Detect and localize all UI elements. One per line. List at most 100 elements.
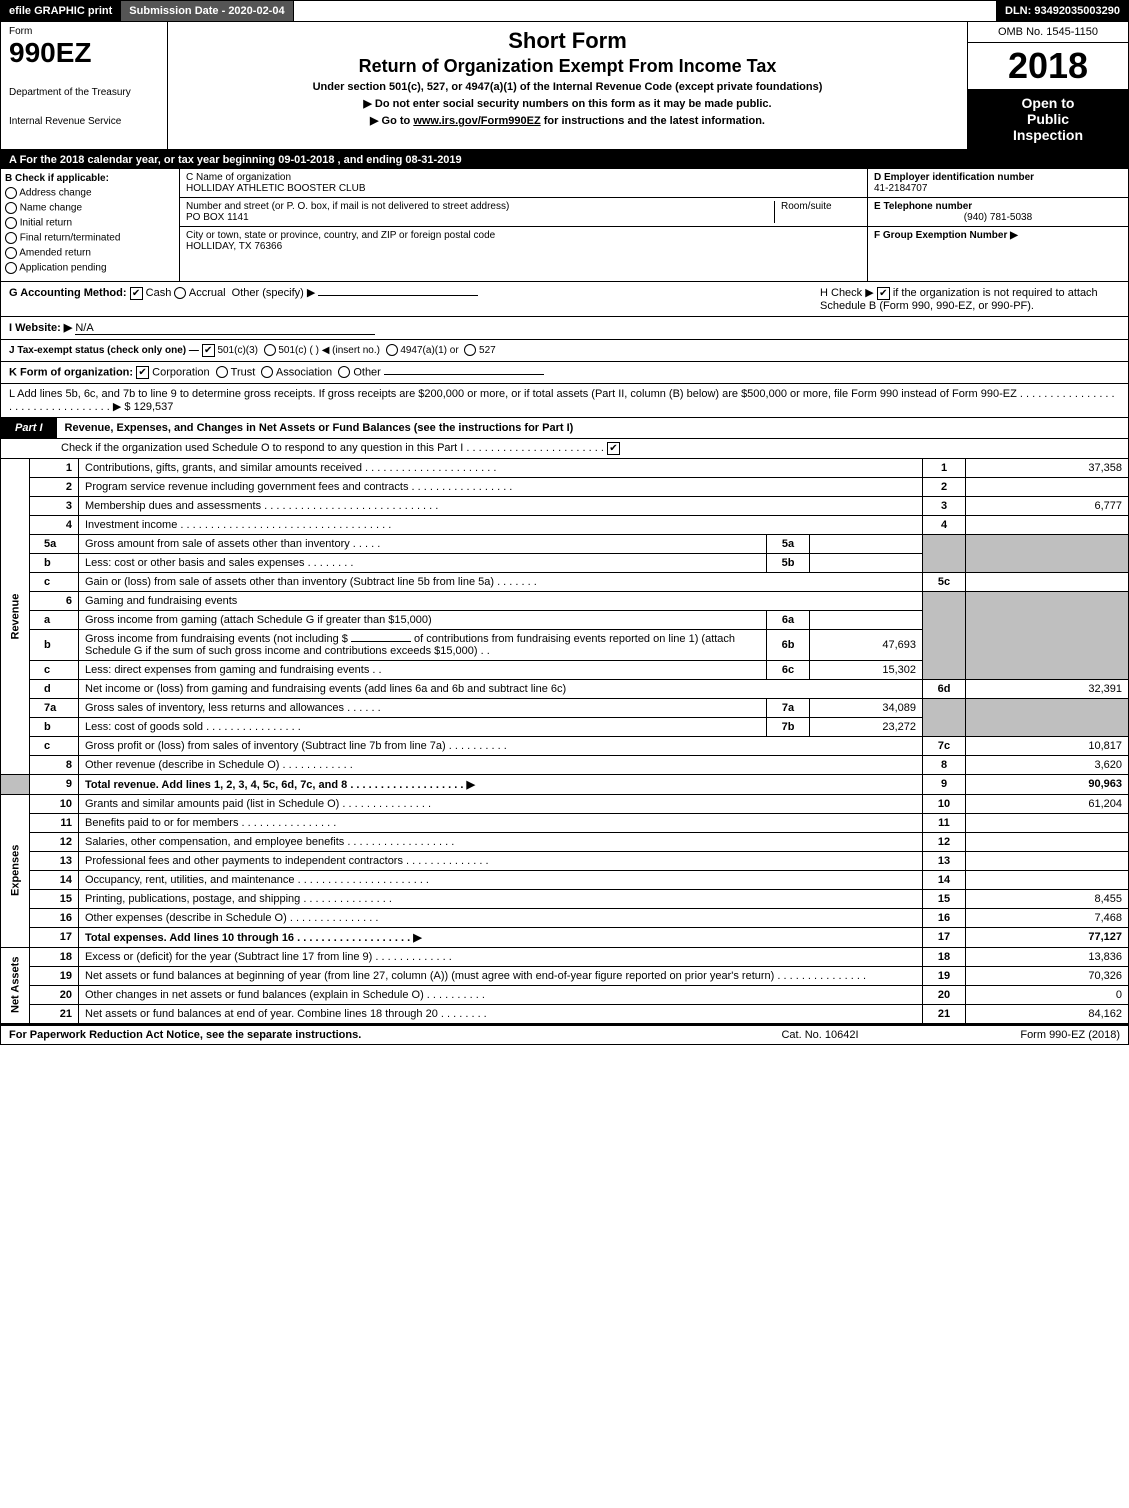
row-4-desc: Investment income . . . . . . . . . . . … [79,515,923,534]
org-addr-label: Number and street (or P. O. box, if mail… [186,201,774,212]
row-6b-amount-input[interactable] [351,641,411,642]
chk-accrual[interactable] [174,287,186,299]
row-6d-desc: Net income or (loss) from gaming and fun… [79,679,923,698]
org-addr-row: Number and street (or P. O. box, if mail… [180,198,867,227]
row-8-val: 3,620 [966,755,1129,774]
period-label: A For the 2018 calendar year, or tax yea… [9,154,278,166]
insp-line3: Inspection [974,127,1122,143]
row-9-desc: Total revenue. Add lines 1, 2, 3, 4, 5c,… [79,774,923,794]
note-goto: ▶ Go to www.irs.gov/Form990EZ for instru… [176,114,959,127]
other-org-input[interactable] [384,374,544,375]
irs-label: Internal Revenue Service [9,116,159,127]
chk-cash[interactable]: ✔ [130,287,143,300]
row-11: 11 Benefits paid to or for members . . .… [1,813,1129,832]
phone-label: E Telephone number [874,201,1122,212]
irs-link[interactable]: www.irs.gov/Form990EZ [413,115,540,127]
note-goto-prefix: ▶ Go to [370,115,413,127]
chk-4947[interactable] [386,344,398,356]
footer-center: Cat. No. 10642I [720,1029,920,1041]
insp-line2: Public [974,111,1122,127]
row-14: 14 Occupancy, rent, utilities, and maint… [1,870,1129,889]
row-3-rnum: 3 [923,496,966,515]
row-16: 16 Other expenses (describe in Schedule … [1,908,1129,927]
row-19-desc: Net assets or fund balances at beginning… [79,966,923,985]
row-13-rnum: 13 [923,851,966,870]
row-20-num: 20 [30,985,79,1004]
efile-print-label[interactable]: efile GRAPHIC print [1,1,121,21]
chk-cash-label: Cash [146,287,172,299]
row-5b-num: b [30,553,79,572]
row-8: 8 Other revenue (describe in Schedule O)… [1,755,1129,774]
row-3-desc: Membership dues and assessments . . . . … [79,496,923,515]
line-l-text: L Add lines 5b, 6c, and 7b to line 9 to … [9,388,1115,413]
row-9: 9 Total revenue. Add lines 1, 2, 3, 4, 5… [1,774,1129,794]
open-public-inspection: Open to Public Inspection [968,89,1128,149]
row-13-num: 13 [30,851,79,870]
chk-final-return[interactable]: Final return/terminated [5,232,175,244]
row-5c-rnum: 5c [923,572,966,591]
line-k-label: K Form of organization: [9,366,133,378]
row-15-rnum: 15 [923,889,966,908]
row-6c-mn: 6c [767,660,810,679]
chk-application-pending[interactable]: Application pending [5,262,175,274]
part1-check-text: Check if the organization used Schedule … [61,442,604,455]
chk-corporation[interactable]: ✔ [136,366,149,379]
website-value: N/A [75,322,375,335]
row-6d-num: d [30,679,79,698]
line-j: J Tax-exempt status (check only one) — ✔… [0,340,1129,362]
line-k: K Form of organization: ✔ Corporation Tr… [0,362,1129,384]
header-left: Form 990EZ Department of the Treasury In… [1,22,168,149]
row-5b-desc: Less: cost or other basis and sales expe… [79,553,767,572]
row-6a-mn: 6a [767,610,810,629]
form-number: 990EZ [9,37,159,69]
row-6a-mv [810,610,923,629]
chk-amended-return[interactable]: Amended return [5,247,175,259]
row-5c-val [966,572,1129,591]
note-goto-suffix: for instructions and the latest informat… [541,115,765,127]
row-5a-mv [810,534,923,553]
chk-other-org[interactable] [338,366,350,378]
row-1-rnum: 1 [923,459,966,478]
row-7a-num: 7a [30,698,79,717]
chk-corporation-label: Corporation [152,366,209,378]
row-3-num: 3 [30,496,79,515]
chk-501c3[interactable]: ✔ [202,344,215,357]
row-7c-num: c [30,736,79,755]
row-10-val: 61,204 [966,794,1129,813]
chk-address-change[interactable]: Address change [5,187,175,199]
chk-amended-return-label: Amended return [19,248,91,259]
chk-schedule-o[interactable]: ✔ [607,442,620,455]
chk-initial-return-label: Initial return [20,218,72,229]
other-specify-input[interactable] [318,295,478,296]
row-5a: 5a Gross amount from sale of assets othe… [1,534,1129,553]
chk-name-change[interactable]: Name change [5,202,175,214]
chk-trust[interactable] [216,366,228,378]
chk-501c[interactable] [264,344,276,356]
chk-4947-label: 4947(a)(1) or [400,345,458,356]
title-main: Return of Organization Exempt From Incom… [176,56,959,77]
row-8-rnum: 8 [923,755,966,774]
row-8-num: 8 [30,755,79,774]
row-4-val [966,515,1129,534]
part1-header: Part I Revenue, Expenses, and Changes in… [0,418,1129,439]
row-13-desc: Professional fees and other payments to … [79,851,923,870]
row-19-val: 70,326 [966,966,1129,985]
row-6b-mn: 6b [767,629,810,660]
org-name-label: C Name of organization [186,172,861,183]
chk-527[interactable] [464,344,476,356]
row-20-val: 0 [966,985,1129,1004]
row-7b-desc: Less: cost of goods sold . . . . . . . .… [79,717,767,736]
row-9-val: 90,963 [966,774,1129,794]
chk-initial-return[interactable]: Initial return [5,217,175,229]
period-end: 08-31-2019 [405,154,461,166]
dln-label: DLN: 93492035003290 [997,1,1128,21]
chk-schedule-b[interactable]: ✔ [877,287,890,300]
chk-association[interactable] [261,366,273,378]
group-exemption-row: F Group Exemption Number ▶ [868,227,1128,244]
row-20-rnum: 20 [923,985,966,1004]
row-6c-num: c [30,660,79,679]
row-10-desc: Grants and similar amounts paid (list in… [79,794,923,813]
tax-year: 2018 [968,43,1128,89]
row-7c-desc: Gross profit or (loss) from sales of inv… [79,736,923,755]
line-g: G Accounting Method: ✔ Cash Accrual Othe… [9,286,820,312]
